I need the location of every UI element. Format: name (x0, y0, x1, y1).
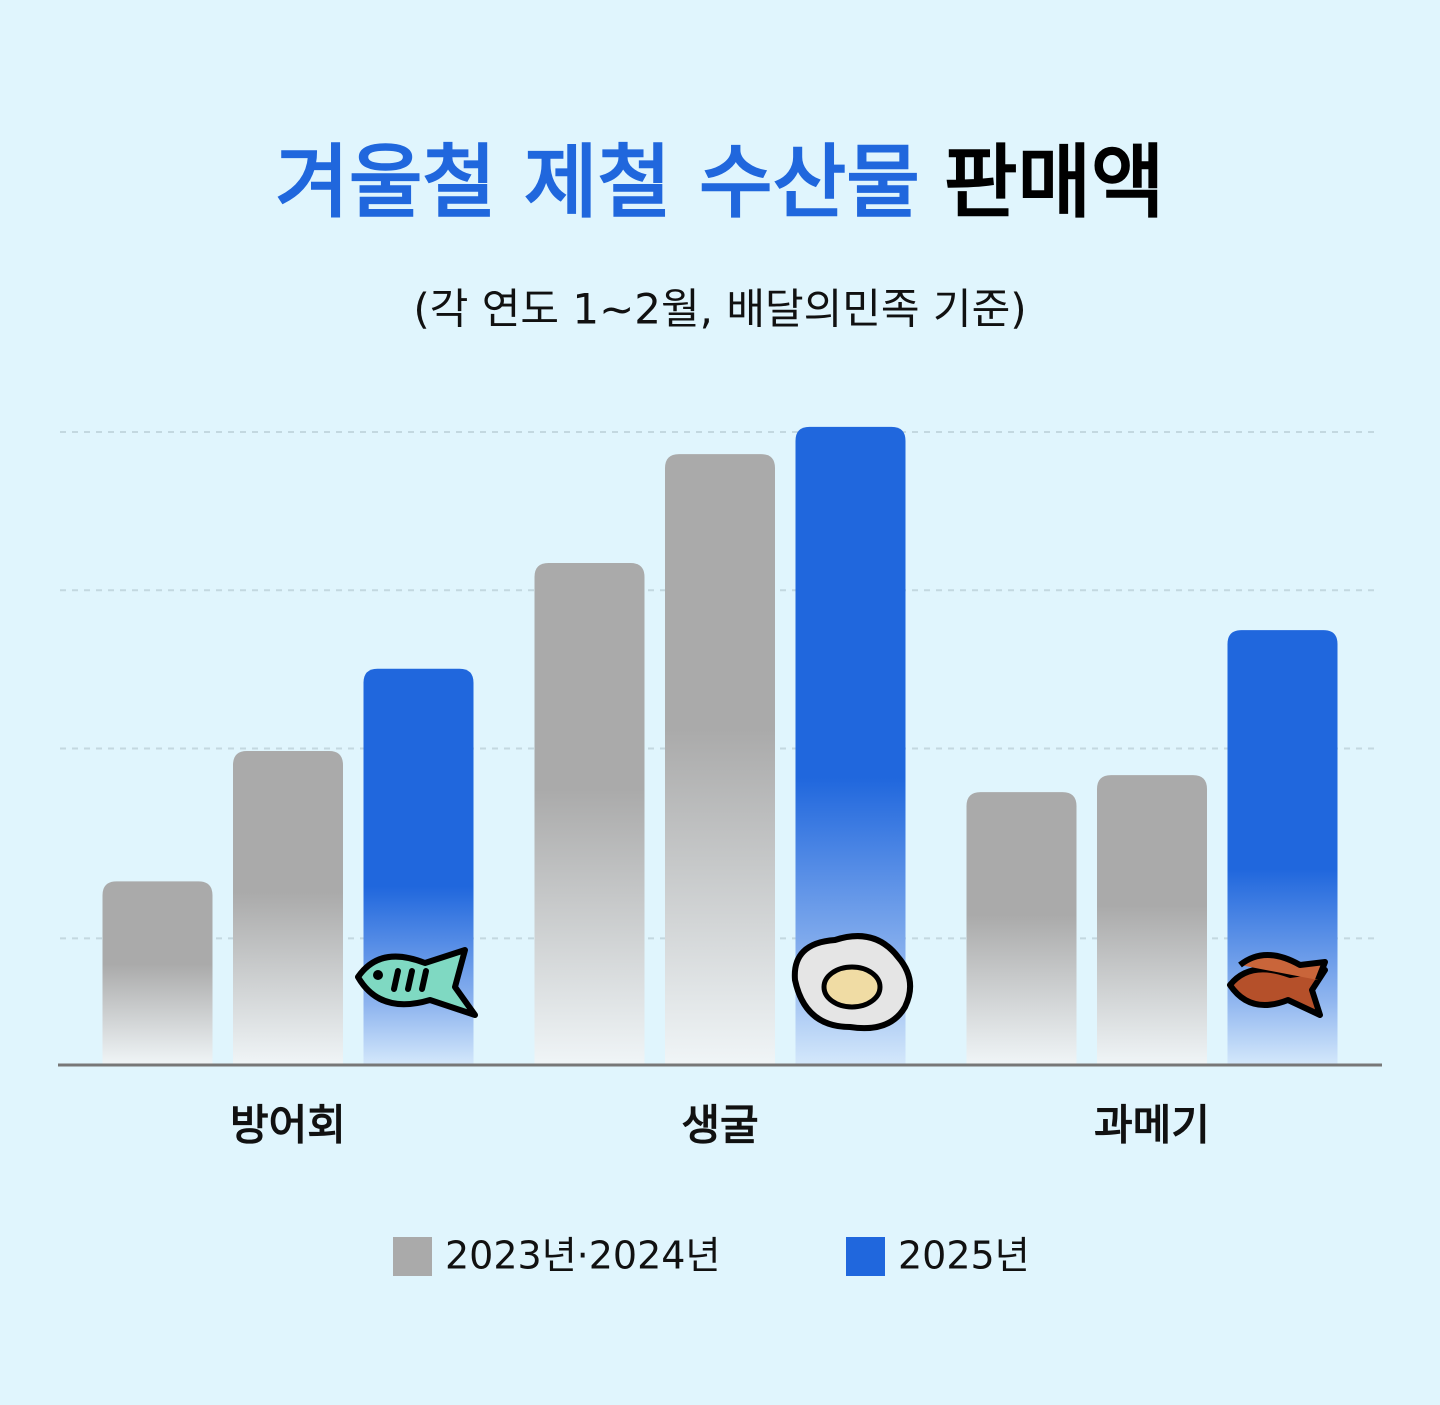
bar (665, 454, 775, 1065)
icon-shape (821, 964, 883, 1010)
icon-shape (419, 968, 429, 992)
x-tick-label: 과메기 (1094, 1101, 1210, 1150)
bar (1097, 775, 1207, 1065)
legend-label: 2025년 (898, 1234, 1030, 1278)
icon-shape (1227, 966, 1328, 1018)
icon-shape (355, 947, 478, 1018)
icon (355, 947, 478, 1018)
icon-shape (373, 970, 383, 980)
chart-title: 겨울철 제철 수산물 판매액 (275, 136, 1164, 229)
bar (795, 426, 906, 1065)
bar (233, 751, 343, 1065)
icon-shape (405, 968, 415, 992)
legend-swatch (393, 1237, 432, 1276)
x-tick-label: 생굴 (681, 1101, 758, 1150)
subtitle: (각 연도 1~2월, 배달의민족 기준) (413, 285, 1026, 334)
legend-swatch (846, 1237, 885, 1276)
icon-shape (391, 968, 401, 992)
x-tick-label: 방어회 (230, 1101, 346, 1150)
icon-shape (1238, 952, 1328, 982)
title-rest: 판매액 (944, 136, 1165, 229)
legend-label: 2023년·2024년 (445, 1234, 720, 1278)
bar (102, 881, 213, 1065)
bar (534, 563, 645, 1065)
bar (966, 792, 1077, 1065)
icon (791, 933, 914, 1032)
icon (1227, 952, 1328, 1018)
title-highlight: 겨울철 제철 수산물 (275, 136, 920, 229)
